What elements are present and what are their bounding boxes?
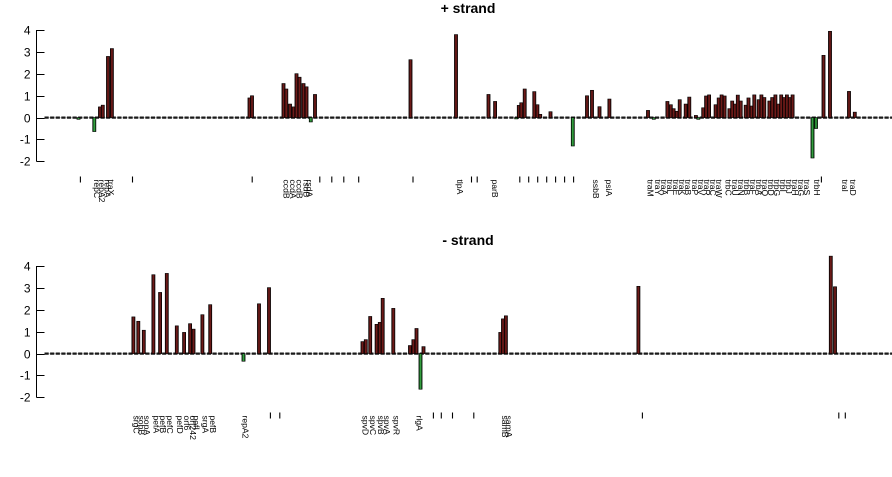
svg-text:4: 4 <box>24 24 31 38</box>
svg-text:-1: -1 <box>20 369 31 383</box>
svg-text:pefB: pefB <box>208 416 218 434</box>
svg-text:0: 0 <box>24 348 31 362</box>
svg-text:traS: traS <box>802 180 812 196</box>
svg-text:+ strand: + strand <box>441 0 496 16</box>
svg-text:1: 1 <box>24 90 31 104</box>
svg-text:spvA: spvA <box>382 416 392 435</box>
svg-text:-2: -2 <box>20 155 31 169</box>
svg-text:-1: -1 <box>20 133 31 147</box>
svg-text:2: 2 <box>24 304 31 318</box>
svg-text:ssbB: ssbB <box>591 180 601 199</box>
svg-text:pefI: pefI <box>192 416 202 430</box>
svg-text:repA2: repA2 <box>241 416 251 439</box>
svg-text:trbH: trbH <box>812 180 822 196</box>
svg-text:sopA: sopA <box>142 416 152 436</box>
svg-text:-2: -2 <box>20 391 31 405</box>
svg-text:traW: traW <box>714 180 724 199</box>
svg-text:3: 3 <box>24 46 31 60</box>
svg-text:4: 4 <box>24 260 31 274</box>
svg-text:traX: traX <box>106 180 116 196</box>
svg-text:psiA: psiA <box>604 180 614 197</box>
svg-text:rlgA: rlgA <box>415 416 425 432</box>
svg-text:0: 0 <box>24 112 31 126</box>
svg-text:spvR: spvR <box>391 416 401 436</box>
svg-text:rsdA: rsdA <box>305 180 315 198</box>
svg-text:3: 3 <box>24 282 31 296</box>
svg-text:- strand: - strand <box>442 232 493 248</box>
svg-text:traD: traD <box>848 180 858 196</box>
svg-text:samA: samA <box>504 416 514 438</box>
svg-text:1: 1 <box>24 326 31 340</box>
svg-text:parB: parB <box>490 180 500 198</box>
svg-text:pefC: pefC <box>165 416 175 434</box>
svg-text:2: 2 <box>24 68 31 82</box>
svg-text:tlpA: tlpA <box>455 180 465 195</box>
